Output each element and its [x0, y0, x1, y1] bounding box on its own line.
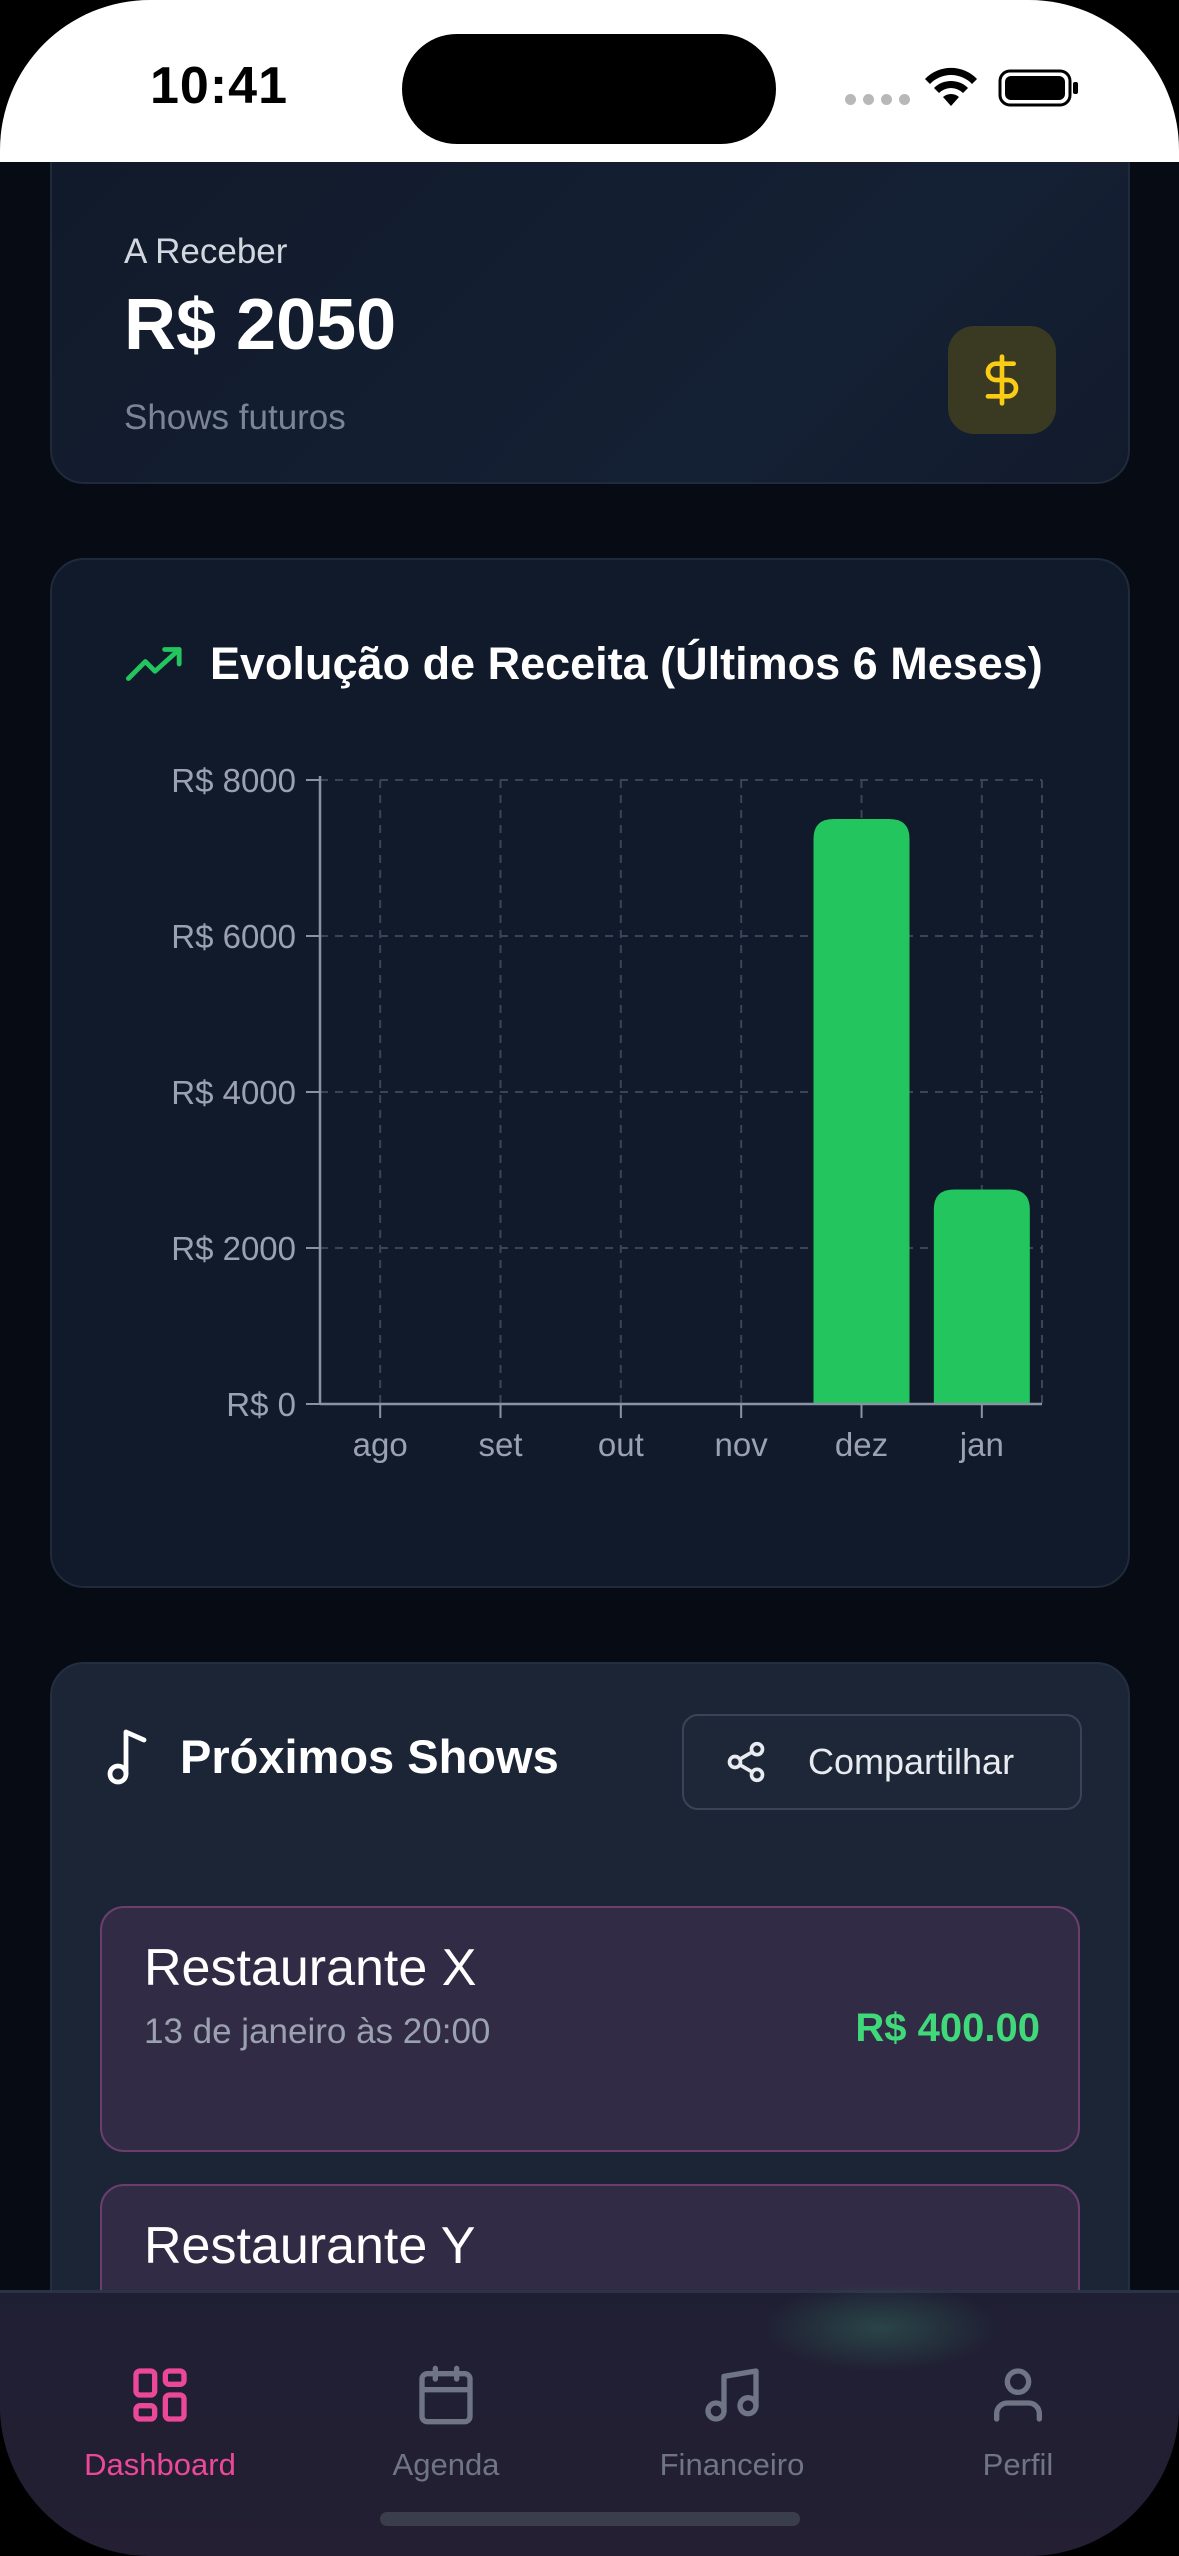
dynamic-island [402, 34, 776, 144]
show-date: 13 de janeiro às 20:00 [144, 2012, 491, 2051]
shows-title: Próximos Shows [180, 1729, 559, 1783]
tab-label: Agenda [392, 2447, 500, 2482]
home-indicator[interactable] [380, 2512, 800, 2526]
chart-header: Evolução de Receita (Últimos 6 Meses) [126, 638, 1043, 690]
chart-title: Evolução de Receita (Últimos 6 Meses) [210, 638, 1043, 689]
y-tick-label: R$ 8000 [171, 762, 296, 799]
chart-bar-dez [813, 819, 910, 1404]
show-list-item[interactable]: Restaurante Y [100, 2184, 1080, 2292]
receivable-label: A Receber [124, 232, 288, 271]
x-tick-label: nov [715, 1426, 769, 1463]
y-tick-label: R$ 4000 [171, 1074, 296, 1111]
dashboard-content[interactable]: A Receber R$ 2050 Shows futuros Evolução… [0, 162, 1179, 2292]
tab-dashboard[interactable]: Dashboard [30, 2363, 290, 2483]
revenue-chart-card: Evolução de Receita (Últimos 6 Meses) R$… [50, 558, 1130, 1588]
x-tick-label: ago [353, 1426, 408, 1463]
battery-icon [998, 69, 1078, 107]
status-time: 10:41 [150, 57, 288, 115]
y-tick-label: R$ 0 [226, 1386, 296, 1423]
x-tick-label: set [478, 1426, 522, 1463]
y-tick-label: R$ 2000 [171, 1230, 296, 1267]
y-tick-label: R$ 6000 [171, 918, 296, 955]
tab-label: Perfil [982, 2447, 1054, 2482]
x-tick-label: dez [835, 1426, 888, 1463]
tab-perfil[interactable]: Perfil [888, 2363, 1148, 2483]
trending-up-icon [126, 647, 182, 681]
tab-label: Dashboard [84, 2447, 236, 2482]
x-tick-label: out [598, 1426, 644, 1463]
shows-header: Próximos Shows [106, 1726, 559, 1786]
show-name: Restaurante X [144, 1939, 477, 1997]
cellular-signal-icon [845, 94, 910, 105]
receivable-card: A Receber R$ 2050 Shows futuros [50, 162, 1130, 484]
status-bar: 10:41 [0, 0, 1179, 162]
upcoming-shows-card: Próximos Shows Compartilhar Restaurante … [50, 1662, 1130, 2292]
chart-bar-jan [933, 1189, 1030, 1404]
tab-financeiro[interactable]: Financeiro [602, 2363, 862, 2483]
x-tick-label: jan [959, 1426, 1004, 1463]
wifi-icon [925, 67, 977, 106]
dashboard-icon [133, 2368, 187, 2422]
dollar-badge [948, 326, 1056, 434]
show-list-item[interactable]: Restaurante X 13 de janeiro às 20:00 R$ … [100, 1906, 1080, 2152]
dollar-icon [985, 354, 1019, 406]
receivable-subtitle: Shows futuros [124, 398, 346, 437]
music-note-icon [107, 1729, 147, 1785]
share-button-label: Compartilhar [808, 1741, 1015, 1782]
tab-label: Financeiro [659, 2447, 805, 2482]
user-icon [994, 2368, 1042, 2422]
calendar-icon [419, 2365, 473, 2425]
music-notes-icon [705, 2368, 759, 2422]
share-icon [727, 1741, 765, 1783]
bottom-tab-bar: Dashboard Agenda Financeiro [0, 2283, 1179, 2556]
revenue-bar-chart: R$ 0 R$ 2000 R$ 4000 R$ 6000 R$ 8000 ago set ou… [171, 762, 1043, 1463]
show-price: R$ 400.00 [855, 2006, 1040, 2050]
share-button[interactable]: Compartilhar [682, 1714, 1082, 1810]
show-name: Restaurante Y [144, 2217, 476, 2275]
receivable-value: R$ 2050 [124, 285, 397, 365]
tab-agenda[interactable]: Agenda [316, 2363, 576, 2483]
